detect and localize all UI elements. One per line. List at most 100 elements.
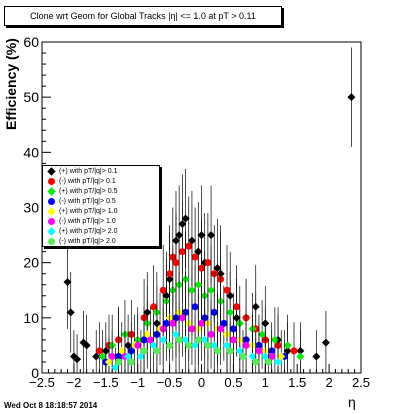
- y-axis-label: Efficiency (%): [3, 38, 19, 130]
- legend-entry: (+) with pT/|q|> 0.5: [43, 186, 159, 196]
- data-point: [312, 352, 321, 361]
- data-point: [226, 347, 234, 355]
- x-tick-label: 1.5: [288, 375, 306, 390]
- x-tick-label: 2: [325, 375, 332, 390]
- data-point: [194, 336, 202, 344]
- data-point: [175, 231, 184, 240]
- data-point: [347, 93, 356, 102]
- legend-label: (+) with pT/|q|> 2.0: [59, 227, 118, 235]
- data-point: [242, 341, 250, 349]
- data-point: [210, 308, 218, 316]
- x-axis-label: η: [348, 394, 356, 410]
- data-point: [98, 352, 107, 361]
- legend-label: (+) with pT/|q|> 0.5: [59, 187, 118, 195]
- data-point: [191, 303, 199, 311]
- legend-marker: [43, 177, 59, 185]
- legend-entry: (-) with pT/|q|> 0.5: [43, 196, 159, 206]
- data-point: [82, 341, 91, 350]
- legend-marker: [43, 217, 59, 225]
- legend-label: (-) with pT/|q|> 0.1: [59, 177, 116, 185]
- data-point: [185, 341, 193, 349]
- legend-marker: [43, 237, 59, 245]
- data-point: [198, 264, 205, 272]
- data-point: [166, 341, 174, 349]
- data-point: [134, 341, 142, 349]
- data-point: [159, 335, 168, 344]
- data-point: [92, 352, 101, 361]
- y-tick-label: 60: [23, 34, 39, 50]
- data-point: [104, 357, 113, 366]
- chart-title-text: Clone wrt Geom for Global Tracks: [30, 11, 166, 21]
- data-marks: [63, 47, 356, 373]
- data-point: [175, 336, 183, 344]
- data-point: [136, 352, 145, 361]
- data-point: [115, 358, 123, 366]
- legend-entry: (+) with pT/|q|> 2.0: [43, 226, 159, 236]
- y-tick-label: 50: [23, 89, 39, 105]
- data-point: [268, 352, 276, 360]
- y-tick-label: 40: [23, 144, 39, 160]
- series-8: [115, 307, 272, 373]
- legend-entry: (+) with pT/|q|> 0.1: [43, 166, 159, 176]
- data-point: [166, 270, 174, 278]
- legend-entry: (-) with pT/|q|> 1.0: [43, 216, 159, 226]
- x-tick-label: −1: [130, 375, 145, 390]
- data-point: [146, 336, 154, 344]
- data-point: [261, 352, 270, 361]
- data-point: [162, 319, 170, 327]
- y-tick-label: 0: [31, 365, 39, 381]
- legend-marker: [43, 166, 59, 176]
- data-point: [252, 358, 260, 366]
- data-point: [207, 330, 215, 338]
- legend-marker: [43, 186, 59, 196]
- data-point: [169, 319, 177, 327]
- data-point: [159, 286, 167, 294]
- data-point: [207, 231, 216, 240]
- x-tick-label: 0.5: [224, 375, 242, 390]
- data-point: [108, 352, 116, 360]
- y-tick-label: 30: [23, 200, 39, 216]
- data-point: [185, 242, 193, 250]
- legend-label: (+) with pT/|q|> 1.0: [59, 207, 118, 215]
- legend-label: (-) with pT/|q|> 2.0: [59, 237, 116, 245]
- data-point: [283, 341, 292, 350]
- data-point: [171, 330, 180, 339]
- legend-label: (-) with pT/|q|> 1.0: [59, 217, 116, 225]
- data-point: [248, 352, 257, 361]
- data-point: [188, 325, 196, 333]
- data-point: [178, 314, 186, 322]
- data-point: [191, 341, 200, 350]
- data-point: [198, 319, 205, 327]
- data-point: [233, 303, 241, 311]
- data-point: [270, 335, 279, 344]
- data-point: [290, 347, 298, 355]
- x-tick-label: −2: [66, 375, 81, 390]
- y-tick-label: 20: [23, 255, 39, 271]
- data-point: [213, 347, 221, 355]
- data-point: [172, 259, 180, 267]
- data-point: [66, 308, 75, 317]
- data-point: [264, 358, 272, 366]
- x-tick-label: 1: [262, 375, 269, 390]
- data-point: [127, 358, 135, 366]
- legend-label: (-) with pT/|q|> 0.5: [59, 197, 116, 205]
- timestamp: Wed Oct 8 18:18:57 2014: [4, 401, 98, 410]
- data-point: [207, 286, 216, 295]
- data-point: [124, 352, 133, 361]
- data-point: [229, 336, 237, 344]
- data-point: [181, 214, 190, 223]
- legend: (+) with pT/|q|> 0.1 (-) with pT/|q|> 0.1…: [42, 165, 160, 247]
- data-point: [73, 355, 82, 364]
- data-point: [223, 341, 232, 350]
- chart-title: Clone wrt Geom for Global Tracks |η| <= …: [4, 6, 282, 26]
- x-tick-label: −1.5: [93, 375, 119, 390]
- data-point: [239, 352, 247, 360]
- data-point: [200, 335, 209, 344]
- data-point: [321, 338, 330, 347]
- data-point: [181, 335, 190, 344]
- data-point: [143, 330, 152, 339]
- data-point: [187, 286, 196, 295]
- data-point: [111, 363, 120, 372]
- data-point: [213, 264, 222, 273]
